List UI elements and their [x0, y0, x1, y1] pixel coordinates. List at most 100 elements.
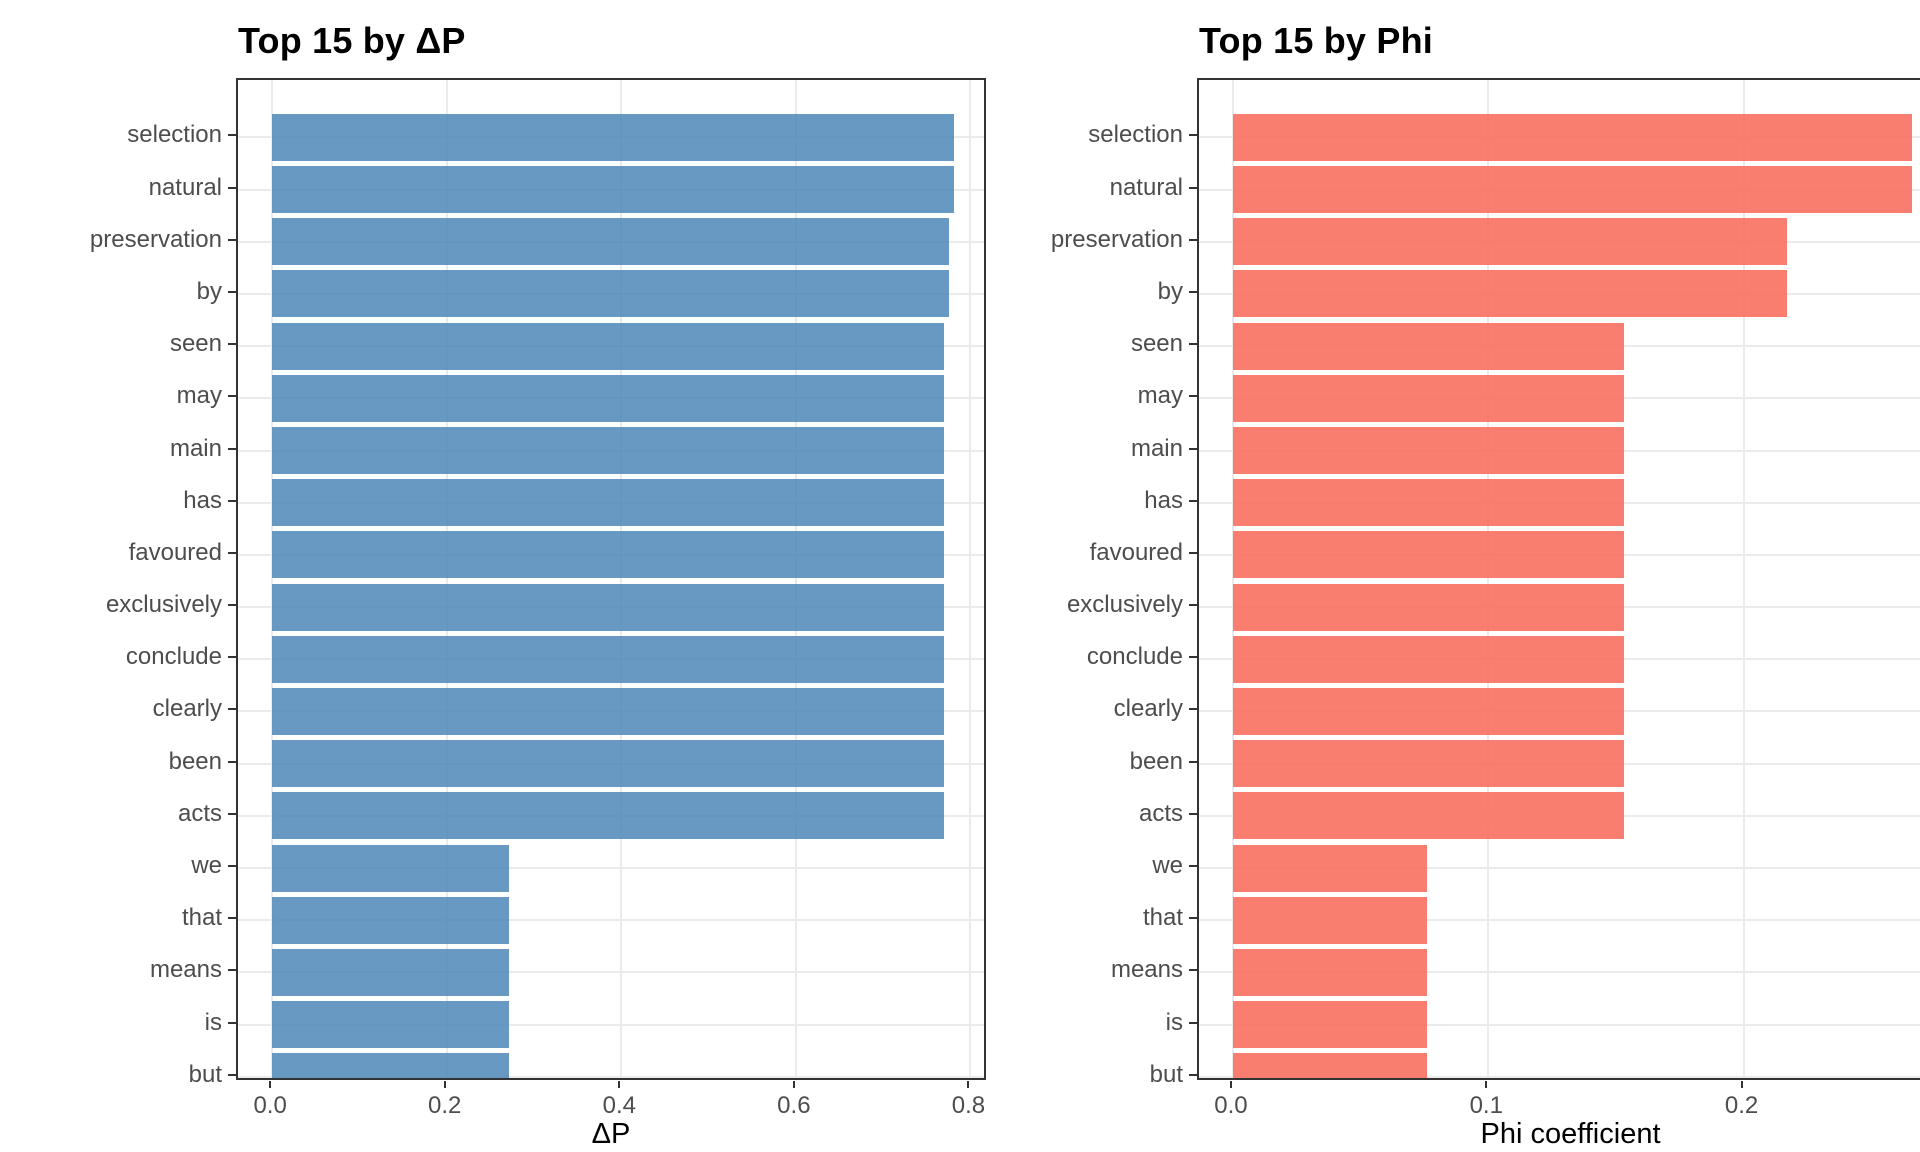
y-axis-tick	[1189, 865, 1197, 868]
y-axis-label-may: may	[176, 382, 222, 410]
bar-seen	[272, 322, 945, 370]
y-axis-label-been: been	[168, 747, 222, 775]
x-axis-tick	[269, 1081, 272, 1088]
y-axis-tick	[1189, 238, 1197, 241]
gridline-horizontal	[238, 867, 984, 870]
y-axis-label-been: been	[1129, 747, 1183, 775]
y-axis-label-acts: acts	[177, 799, 222, 827]
y-axis-label-exclusively: exclusively	[1066, 591, 1183, 619]
x-axis-tick	[1229, 1081, 1232, 1088]
gridline-horizontal	[1199, 1075, 1920, 1078]
gridline-horizontal	[1199, 919, 1920, 922]
y-axis-tick	[1189, 708, 1197, 711]
bar-has	[272, 479, 945, 527]
y-axis-tick	[1189, 969, 1197, 972]
bar-but	[272, 1053, 509, 1078]
bar-seen	[1232, 322, 1624, 370]
gridline-horizontal	[1199, 1023, 1920, 1026]
y-axis-label-preservation: preservation	[1050, 225, 1183, 253]
y-axis-label-but: but	[1149, 1060, 1183, 1088]
x-tick-label: 0.2	[428, 1092, 462, 1119]
gridline-vertical	[1742, 80, 1745, 1078]
y-axis-label-by: by	[1157, 277, 1183, 305]
gridline-horizontal	[1199, 867, 1920, 870]
bar-acts	[272, 792, 945, 840]
y-axis-tick	[1189, 1073, 1197, 1076]
y-axis-tick	[228, 1073, 236, 1076]
bar-favoured	[272, 531, 945, 579]
y-axis-tick	[1189, 812, 1197, 815]
chart-top15-by-deltap: Top 15 by ΔP ΔP selection natural preserva…	[40, 16, 1000, 1152]
y-axis-label-favoured: favoured	[128, 538, 222, 566]
chart-title: Top 15 by ΔP	[238, 20, 466, 61]
gridline-horizontal	[1199, 971, 1920, 974]
bar-natural	[1232, 166, 1913, 214]
bar-been	[1232, 740, 1624, 788]
y-axis-tick	[1189, 604, 1197, 607]
y-axis-tick	[228, 499, 236, 502]
x-axis-tick	[1485, 1081, 1488, 1088]
y-axis-tick	[228, 186, 236, 189]
gridline-horizontal	[238, 1023, 984, 1026]
x-axis-tick	[967, 1081, 970, 1088]
gridline-vertical	[445, 80, 448, 1078]
y-axis-tick	[228, 290, 236, 293]
bar-natural	[272, 166, 954, 214]
y-axis-tick	[228, 551, 236, 554]
y-axis-label-has: has	[1144, 486, 1183, 514]
y-axis-label-but: but	[188, 1060, 222, 1088]
y-axis-label-natural: natural	[1109, 173, 1183, 201]
y-axis-label-by: by	[196, 277, 222, 305]
y-axis-tick	[228, 812, 236, 815]
y-axis-tick	[228, 917, 236, 920]
y-axis-label-has: has	[183, 486, 222, 514]
y-axis-label-seen: seen	[1130, 330, 1183, 358]
plot-panel	[236, 78, 986, 1080]
bar-selection	[272, 113, 954, 161]
y-axis-tick	[1189, 551, 1197, 554]
bar-means	[1232, 948, 1427, 996]
bar-by	[272, 270, 950, 318]
y-axis-label-main: main	[169, 434, 222, 462]
bar-is	[272, 1001, 509, 1049]
y-axis-label-clearly: clearly	[152, 695, 222, 723]
x-axis-title: ΔP	[591, 1118, 631, 1150]
x-tick-label: 0.4	[602, 1092, 636, 1119]
gridline-horizontal	[238, 919, 984, 922]
bar-we	[1232, 844, 1427, 892]
y-axis-label-may: may	[1137, 382, 1183, 410]
y-axis-tick	[1189, 395, 1197, 398]
bar-conclude	[272, 635, 945, 683]
x-axis-tick	[618, 1081, 621, 1088]
bar-but	[1232, 1053, 1427, 1078]
y-axis-label-we: we	[191, 852, 222, 880]
y-axis-tick	[1189, 290, 1197, 293]
bar-is	[1232, 1001, 1427, 1049]
x-tick-label: 0.0	[253, 1092, 287, 1119]
gridline-vertical	[1231, 80, 1234, 1078]
y-axis-label-means: means	[149, 956, 222, 984]
y-axis-tick	[228, 865, 236, 868]
y-axis-label-acts: acts	[1138, 799, 1183, 827]
y-axis-label-we: we	[1152, 852, 1183, 880]
gridline-vertical	[620, 80, 623, 1078]
bar-exclusively	[272, 583, 945, 631]
gridline-vertical	[1487, 80, 1490, 1078]
y-axis-tick	[1189, 917, 1197, 920]
gridline-vertical	[794, 80, 797, 1078]
bar-by	[1232, 270, 1787, 318]
bar-main	[272, 427, 945, 475]
y-axis-tick	[1189, 186, 1197, 189]
y-axis-tick	[228, 134, 236, 137]
y-axis-label-that: that	[181, 904, 222, 932]
gridline-horizontal	[238, 1075, 984, 1078]
y-axis-label-conclude: conclude	[125, 643, 222, 671]
y-axis-label-preservation: preservation	[89, 225, 222, 253]
bar-favoured	[1232, 531, 1624, 579]
y-axis-tick	[1189, 499, 1197, 502]
bar-preservation	[1232, 218, 1787, 266]
y-axis-label-seen: seen	[169, 330, 222, 358]
bar-that	[272, 896, 509, 944]
y-axis-tick	[228, 969, 236, 972]
y-axis-tick	[1189, 760, 1197, 763]
